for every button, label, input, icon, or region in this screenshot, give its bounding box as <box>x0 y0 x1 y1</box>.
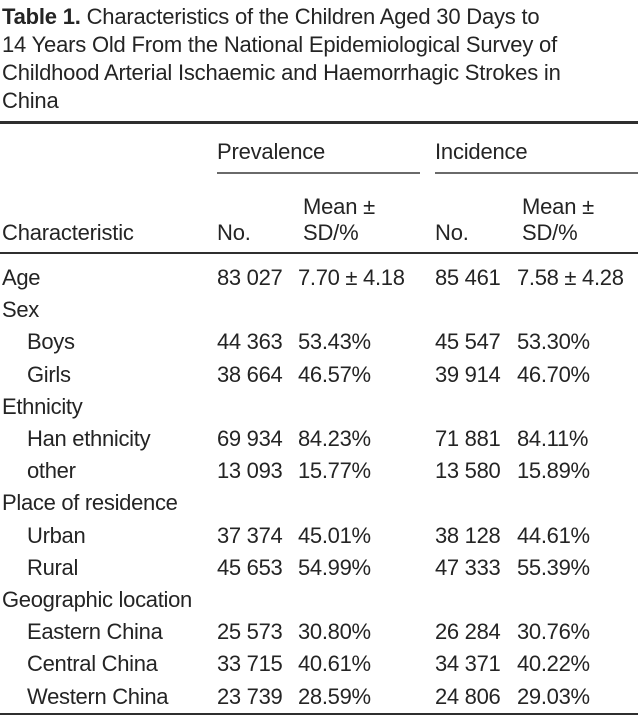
column-header-incidence-no: No. <box>435 219 469 245</box>
prevalence-no-value: 33 715 <box>217 651 283 677</box>
incidence-mean-value: 7.58 ± 4.28 <box>517 265 624 291</box>
prevalence-mean-value: 30.80% <box>298 619 371 645</box>
prevalence-no-value: 44 363 <box>217 329 283 355</box>
row-label: Place of residence <box>2 490 178 516</box>
table-body: Age 83 027 7.70 ± 4.18 85 461 7.58 ± 4.2… <box>0 254 638 713</box>
table-row-boys: Boys 44 363 53.43% 45 547 53.30% <box>0 326 638 358</box>
row-label: other <box>27 458 76 484</box>
header-rule <box>0 251 638 254</box>
incidence-mean-value: 30.76% <box>517 619 590 645</box>
incidence-no-value: 45 547 <box>435 329 501 355</box>
prevalence-no-value: 25 573 <box>217 619 283 645</box>
group-header-gap <box>420 124 435 174</box>
incidence-no-value: 13 580 <box>435 458 501 484</box>
row-label: Boys <box>27 329 75 355</box>
group-header-incidence: Incidence <box>435 124 638 174</box>
prevalence-mean-value: 7.70 ± 4.18 <box>298 265 405 291</box>
incidence-mean-value: 44.61% <box>517 522 590 548</box>
prevalence-no-value: 13 093 <box>217 458 283 484</box>
column-header-characteristic: Characteristic <box>2 219 134 245</box>
row-label: Age <box>2 265 41 291</box>
row-label: Geographic location <box>2 586 192 612</box>
table-row-other-ethnicity: other 13 093 15.77% 13 580 15.89% <box>0 455 638 487</box>
group-header-row: Prevalence Incidence <box>0 124 638 174</box>
row-label: Eastern China <box>27 619 163 645</box>
row-label: Central China <box>27 651 158 677</box>
prevalence-label: Prevalence <box>217 138 326 164</box>
row-label: Western China <box>27 683 169 709</box>
caption-line: Table 1. Characteristics of the Children… <box>2 3 638 31</box>
column-header-incidence-mean: Mean ± SD/% <box>522 193 595 245</box>
prevalence-no-value: 38 664 <box>217 361 283 387</box>
table-row-western-china: Western China 23 739 28.59% 24 806 29.03… <box>0 680 638 712</box>
table-row-ethnicity-group: Ethnicity <box>0 391 638 423</box>
column-header-prevalence-no: No. <box>217 219 251 245</box>
row-label: Girls <box>27 361 71 387</box>
caption-line: Childhood Arterial Ischaemic and Haemorr… <box>2 60 561 85</box>
table-caption: Table 1. Characteristics of the Children… <box>2 3 638 115</box>
prevalence-mean-value: 54.99% <box>298 554 371 580</box>
incidence-mean-value: 15.89% <box>517 458 590 484</box>
row-label: Ethnicity <box>2 393 83 419</box>
prevalence-no-value: 37 374 <box>217 522 283 548</box>
table-row-eastern-china: Eastern China 25 573 30.80% 26 284 30.76… <box>0 616 638 648</box>
table-row-age: Age 83 027 7.70 ± 4.18 85 461 7.58 ± 4.2… <box>0 262 638 294</box>
incidence-mean-value: 53.30% <box>517 329 590 355</box>
group-header-spacer <box>0 124 217 174</box>
bottom-rule <box>0 712 638 716</box>
incidence-no-value: 71 881 <box>435 426 501 452</box>
incidence-label: Incidence <box>435 138 528 164</box>
incidence-no-value: 39 914 <box>435 361 501 387</box>
prevalence-mean-value: 15.77% <box>298 458 371 484</box>
prevalence-mean-value: 40.61% <box>298 651 371 677</box>
column-header-row: Characteristic No. Mean ± SD/% No. Mean … <box>0 174 638 252</box>
caption-text: Characteristics of the Children Aged 30 … <box>86 4 540 29</box>
incidence-mean-value: 55.39% <box>517 554 590 580</box>
prevalence-mean-value: 53.43% <box>298 329 371 355</box>
table-row-sex-group: Sex <box>0 294 638 326</box>
caption-line: China <box>2 88 59 113</box>
top-rule <box>0 121 638 124</box>
incidence-no-value: 85 461 <box>435 265 501 291</box>
prevalence-no-value: 69 934 <box>217 426 283 452</box>
group-header-prevalence: Prevalence <box>217 124 420 174</box>
incidence-no-value: 24 806 <box>435 683 501 709</box>
incidence-no-value: 34 371 <box>435 651 501 677</box>
row-label: Rural <box>27 554 79 580</box>
table-row-han-ethnicity: Han ethnicity 69 934 84.23% 71 881 84.11… <box>0 423 638 455</box>
table-number-label: Table 1. <box>2 4 81 29</box>
table-row-residence-group: Place of residence <box>0 487 638 519</box>
incidence-mean-value: 46.70% <box>517 361 590 387</box>
incidence-no-value: 38 128 <box>435 522 501 548</box>
table-row-location-group: Geographic location <box>0 584 638 616</box>
prevalence-mean-value: 45.01% <box>298 522 371 548</box>
prevalence-mean-value: 84.23% <box>298 426 371 452</box>
row-label: Sex <box>2 297 40 323</box>
table-row-rural: Rural 45 653 54.99% 47 333 55.39% <box>0 552 638 584</box>
prevalence-mean-value: 46.57% <box>298 361 371 387</box>
column-header-prevalence-mean: Mean ± SD/% <box>303 193 376 245</box>
prevalence-no-value: 45 653 <box>217 554 283 580</box>
row-label: Urban <box>27 522 86 548</box>
incidence-no-value: 26 284 <box>435 619 501 645</box>
prevalence-mean-value: 28.59% <box>298 683 371 709</box>
table-row-central-china: Central China 33 715 40.61% 34 371 40.22… <box>0 648 638 680</box>
incidence-mean-value: 84.11% <box>517 426 589 452</box>
incidence-mean-value: 40.22% <box>517 651 590 677</box>
incidence-no-value: 47 333 <box>435 554 501 580</box>
row-label: Han ethnicity <box>27 426 151 452</box>
table-row-urban: Urban 37 374 45.01% 38 128 44.61% <box>0 520 638 552</box>
table-row-girls: Girls 38 664 46.57% 39 914 46.70% <box>0 359 638 391</box>
prevalence-no-value: 83 027 <box>217 265 283 291</box>
incidence-mean-value: 29.03% <box>517 683 590 709</box>
prevalence-no-value: 23 739 <box>217 683 283 709</box>
caption-line: 14 Years Old From the National Epidemiol… <box>2 32 557 57</box>
